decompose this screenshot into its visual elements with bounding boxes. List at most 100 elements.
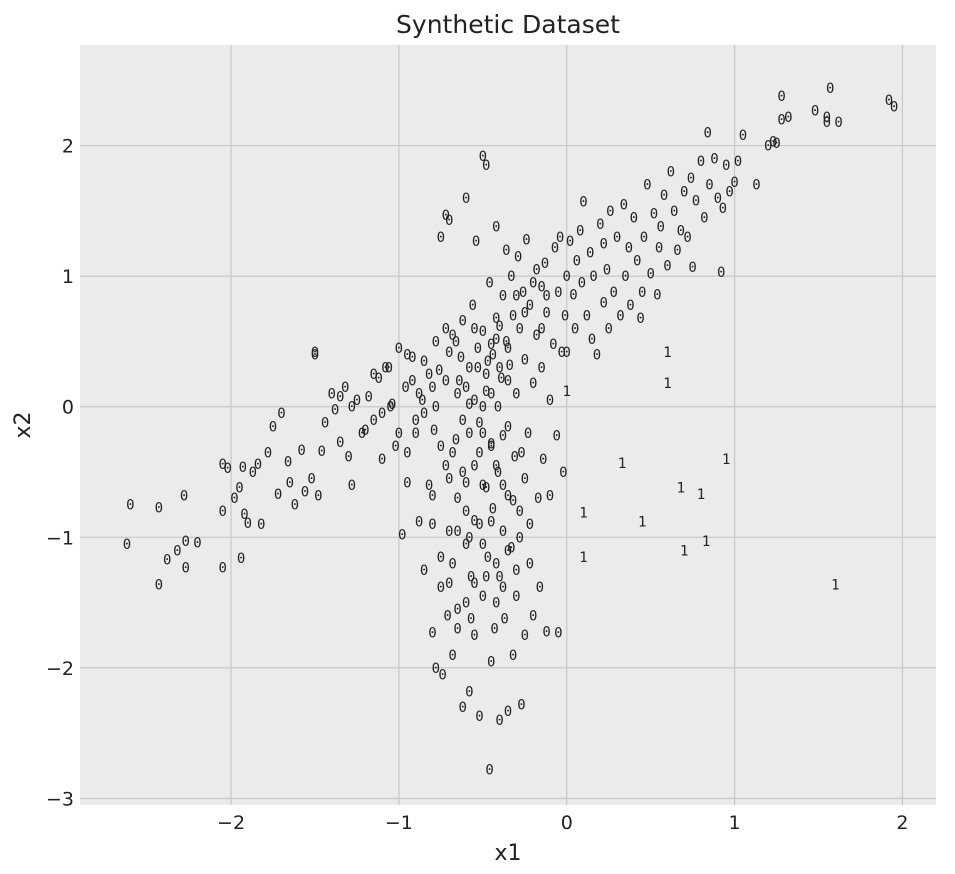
class-0-point: 0: [385, 361, 393, 377]
grid: [80, 45, 936, 805]
class-0-point: 0: [764, 139, 772, 155]
class-0-point: 0: [517, 445, 525, 461]
class-0-point: 0: [286, 475, 294, 491]
class-0-point: 0: [479, 149, 487, 165]
class-0-point: 0: [348, 478, 356, 494]
class-0-point: 0: [155, 577, 163, 593]
class-0-point: 0: [411, 413, 419, 429]
class-0-point: 0: [458, 314, 466, 330]
class-0-point: 0: [465, 426, 473, 442]
class-0-point: 0: [470, 513, 478, 529]
class-0-point: 0: [479, 324, 487, 340]
class-0-point: 0: [462, 475, 470, 491]
class-0-point: 0: [386, 400, 394, 416]
class-0-point: 0: [235, 481, 243, 497]
class-0-point: 0: [504, 419, 512, 435]
class-0-point: 0: [453, 491, 461, 507]
y-tick-label: −3: [46, 788, 74, 810]
class-0-point: 0: [673, 243, 681, 259]
class-0-point: 0: [358, 426, 366, 442]
class-0-point: 0: [415, 387, 423, 403]
class-0-point: 0: [418, 393, 426, 409]
class-0-point: 0: [589, 269, 597, 285]
class-0-point: 0: [542, 624, 550, 640]
class-0-point: 0: [542, 289, 550, 305]
class-0-point: 0: [437, 230, 445, 246]
class-0-point: 0: [465, 684, 473, 700]
class-0-point: 0: [509, 494, 517, 510]
class-0-point: 0: [625, 240, 633, 256]
class-0-point: 0: [494, 465, 502, 481]
class-0-point: 0: [610, 285, 618, 301]
class-0-point: 0: [492, 220, 500, 236]
class-0-point: 0: [499, 580, 507, 596]
class-0-point: 0: [482, 569, 490, 585]
class-0-point: 0: [499, 524, 507, 540]
class-0-point: 0: [566, 234, 574, 250]
class-0-point: 0: [317, 444, 325, 460]
class-0-point: 0: [578, 276, 586, 292]
class-0-point: 0: [438, 667, 446, 683]
class-0-point: 0: [823, 110, 831, 126]
class-0-point: 0: [239, 460, 247, 476]
class-0-point: 0: [509, 648, 517, 664]
class-1-point: 1: [697, 487, 705, 503]
class-0-point: 0: [514, 250, 522, 266]
class-0-point: 0: [485, 276, 493, 292]
class-0-point: 0: [420, 563, 428, 579]
class-0-point: 0: [499, 289, 507, 305]
x-tick-label: 0: [561, 812, 573, 834]
class-1-point: 1: [680, 543, 688, 559]
class-0-point: 0: [428, 489, 436, 505]
class-0-point: 0: [700, 210, 708, 226]
class-0-point: 0: [561, 308, 569, 324]
class-1-point: 1: [618, 456, 626, 472]
class-0-point: 0: [752, 178, 760, 194]
class-0-point: 0: [604, 321, 612, 337]
y-tick-label: 1: [62, 266, 74, 288]
class-0-point: 0: [576, 223, 584, 239]
class-0-point: 0: [482, 367, 490, 383]
class-1-point: 1: [663, 345, 671, 361]
x-tick-label: −2: [217, 812, 245, 834]
class-0-point: 0: [445, 524, 453, 540]
class-0-point: 0: [442, 321, 450, 337]
class-0-point: 0: [739, 128, 747, 144]
class-0-point: 0: [453, 387, 461, 403]
class-0-point: 0: [378, 406, 386, 422]
class-0-point: 0: [331, 402, 339, 418]
class-0-point: 0: [442, 374, 450, 390]
class-0-point: 0: [257, 517, 265, 533]
class-0-point: 0: [534, 491, 542, 507]
class-0-point: 0: [462, 596, 470, 612]
class-0-point: 0: [599, 295, 607, 311]
class-0-point: 0: [297, 443, 305, 459]
class-0-point: 0: [704, 125, 712, 141]
class-0-point: 0: [415, 515, 423, 531]
class-0-point: 0: [537, 280, 545, 296]
class-0-point: 0: [529, 376, 537, 392]
x-tick-label: 1: [729, 812, 741, 834]
class-0-point: 0: [269, 419, 277, 435]
class-0-point: 0: [479, 589, 487, 605]
class-0-point: 0: [687, 171, 695, 187]
class-0-point: 0: [452, 432, 460, 448]
class-0-point: 0: [462, 191, 470, 207]
class-0-point: 0: [448, 556, 456, 572]
class-0-point: 0: [182, 534, 190, 550]
class-0-point: 0: [549, 337, 557, 353]
class-0-point: 0: [492, 596, 500, 612]
class-0-point: 0: [526, 556, 534, 572]
class-0-point: 0: [616, 308, 624, 324]
class-0-point: 0: [557, 345, 565, 361]
class-0-point: 0: [603, 263, 611, 279]
class-0-point: 0: [512, 563, 520, 579]
class-0-point: 0: [495, 319, 503, 335]
class-0-point: 0: [620, 197, 628, 213]
y-axis-label: x2: [11, 411, 36, 438]
class-0-point: 0: [655, 240, 663, 256]
class-0-point: 0: [722, 158, 730, 174]
class-0-point: 0: [218, 504, 226, 520]
class-0-point: 0: [484, 354, 492, 370]
class-0-point: 0: [777, 112, 785, 128]
